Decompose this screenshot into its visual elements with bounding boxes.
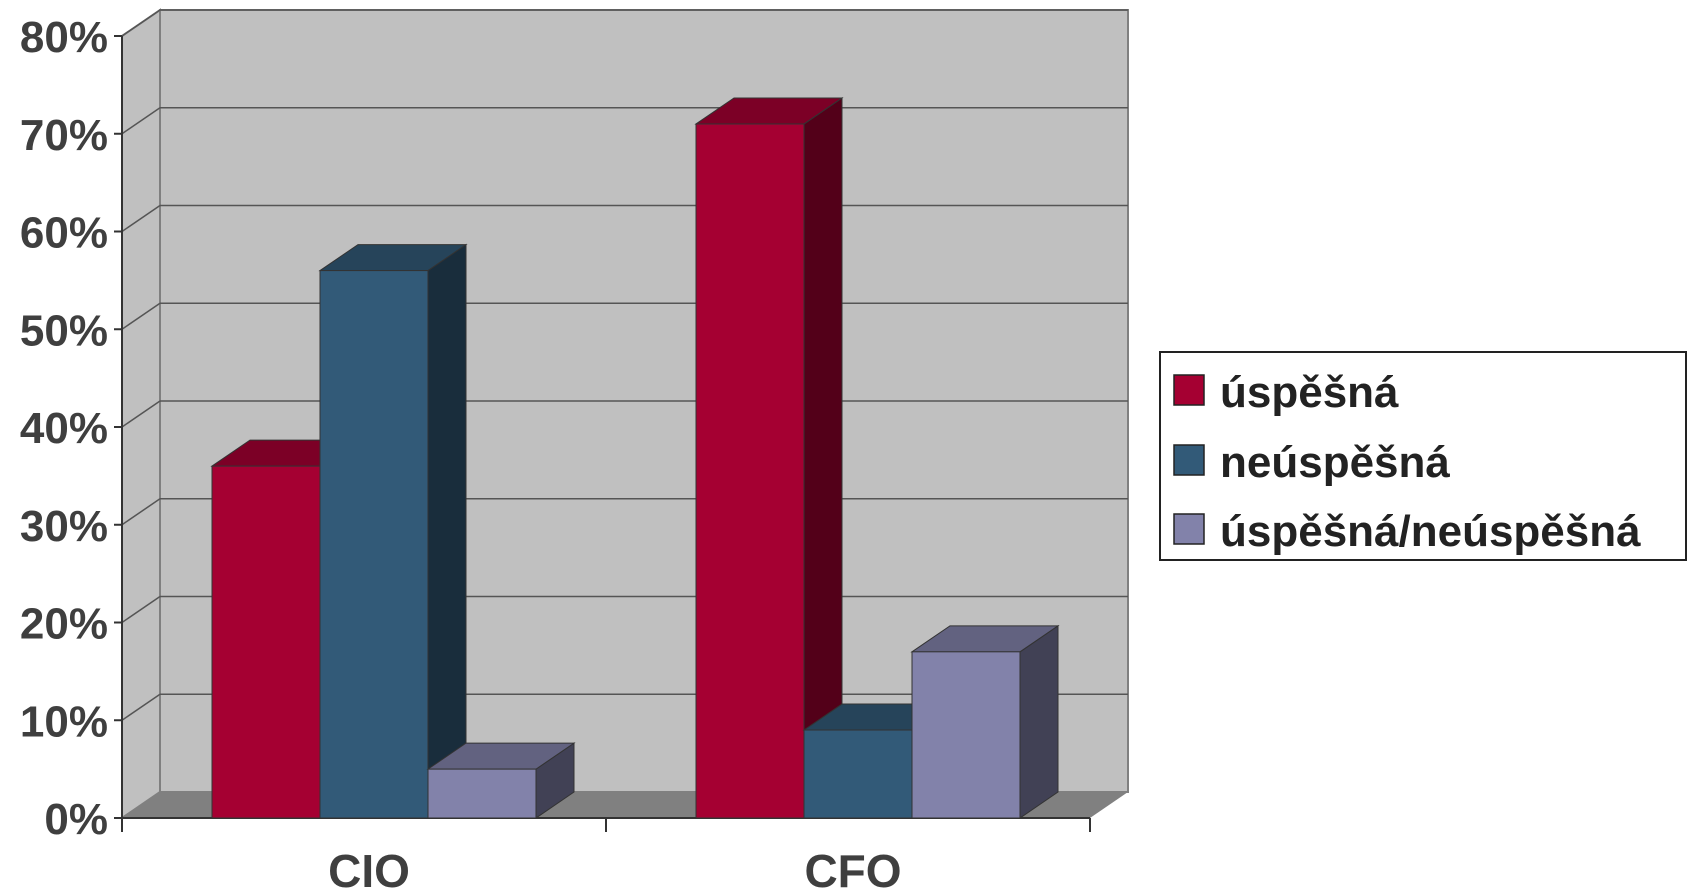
x-axis-labels: CIO CFO bbox=[121, 818, 1091, 895]
y-tick-label: 10% bbox=[20, 697, 108, 746]
y-tick-label: 50% bbox=[20, 306, 108, 355]
y-tick-label: 80% bbox=[20, 13, 108, 62]
gridline-side bbox=[121, 693, 161, 721]
bar-front bbox=[211, 465, 321, 819]
bars bbox=[210, 97, 1060, 819]
gridline-side bbox=[121, 498, 161, 526]
bar-front bbox=[695, 123, 805, 819]
legend-swatch-uspesna bbox=[1173, 374, 1205, 406]
bar-front bbox=[911, 651, 1021, 819]
bar bbox=[910, 624, 1060, 819]
bar bbox=[426, 742, 576, 819]
y-tick-label: 20% bbox=[20, 600, 108, 649]
legend-swatch-uspesna-neuspesna bbox=[1173, 513, 1205, 545]
gridline-side bbox=[121, 400, 161, 428]
legend-label-uspesna: úspěšná bbox=[1220, 368, 1399, 417]
gridline-side bbox=[121, 302, 161, 330]
legend-label-uspesna-neuspesna: úspěšná/neúspěšná bbox=[1220, 507, 1641, 556]
bar-front bbox=[803, 729, 913, 819]
bar bbox=[318, 243, 468, 819]
gridline-side bbox=[121, 107, 161, 135]
legend-swatch-neuspesna bbox=[1173, 444, 1205, 476]
bar-front bbox=[427, 768, 537, 819]
bar bbox=[694, 97, 844, 819]
y-tick-label: 60% bbox=[20, 209, 108, 258]
legend-label-neuspesna: neúspěšná bbox=[1220, 438, 1450, 487]
gridline-side bbox=[121, 595, 161, 624]
y-tick-label: 30% bbox=[20, 502, 108, 551]
y-tick-label: 0% bbox=[44, 795, 108, 844]
legend: úspěšná neúspěšná úspěšná/neúspěšná bbox=[1159, 351, 1687, 561]
gridline-side bbox=[121, 9, 161, 37]
y-tick-label: 70% bbox=[20, 111, 108, 160]
bar-front bbox=[319, 270, 429, 819]
y-tick-label: 40% bbox=[20, 404, 108, 453]
gridline-side bbox=[121, 204, 161, 233]
bar-side bbox=[427, 243, 467, 819]
legend-box bbox=[1159, 351, 1687, 561]
x-tick-label: CIO bbox=[328, 845, 410, 895]
bar-side bbox=[1019, 624, 1059, 819]
x-tick-label: CFO bbox=[804, 845, 901, 895]
y-axis-ticks: 0% 10% 20% 30% 40% 50% 60% 70% 80% bbox=[20, 13, 122, 844]
